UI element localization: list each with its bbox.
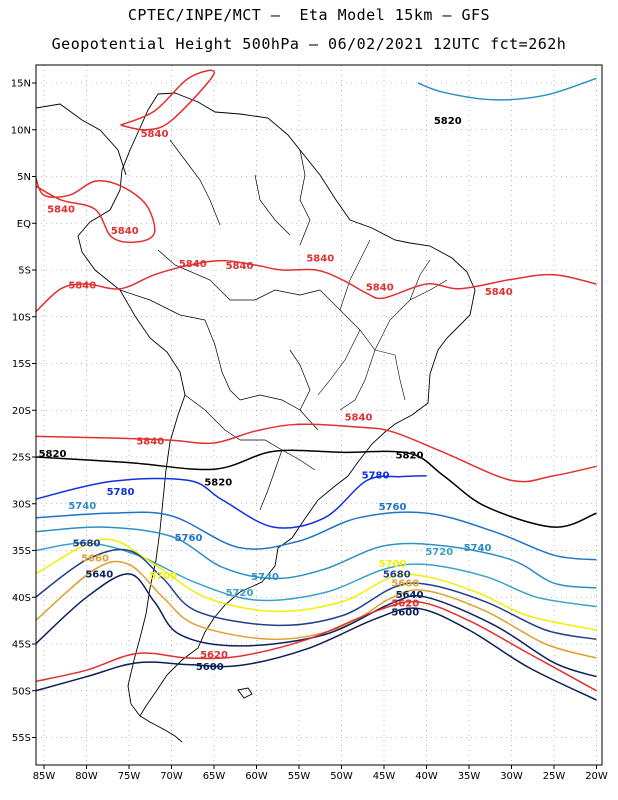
lat-tick-label: 5S xyxy=(18,266,31,277)
contour-label-5840: 5840 xyxy=(485,287,513,298)
contour-label-5620: 5620 xyxy=(200,650,228,661)
lon-tick-label: 20W xyxy=(585,771,608,782)
contour-label-5760: 5760 xyxy=(379,502,407,513)
lon-tick-label: 70W xyxy=(160,771,183,782)
contour-label-5600: 5600 xyxy=(196,662,224,673)
map-title-line2: Geopotential Height 500hPa – 06/02/2021 … xyxy=(51,35,567,53)
contour-label-5720: 5720 xyxy=(425,547,453,558)
contour-label-5720: 5720 xyxy=(226,588,254,599)
plot-frame xyxy=(35,64,603,766)
lat-tick-label: 40S xyxy=(12,593,31,604)
lat-tick-label: 45S xyxy=(12,640,31,651)
contour-label-5700: 5700 xyxy=(379,559,407,570)
lat-tick-label: 50S xyxy=(12,686,31,697)
contour-label-5840: 5840 xyxy=(47,205,75,216)
contour-label-5640: 5640 xyxy=(85,569,113,580)
contour-label-5740: 5740 xyxy=(68,501,96,512)
lat-tick-label: EQ xyxy=(17,219,31,230)
contour-label-5600: 5600 xyxy=(391,608,419,619)
contour-label-5820: 5820 xyxy=(396,451,424,462)
lon-tick-label: 60W xyxy=(245,771,268,782)
contour-label-5840: 5840 xyxy=(141,129,169,140)
contour-label-5780: 5780 xyxy=(362,470,390,481)
contour-label-5660: 5660 xyxy=(391,579,419,590)
lon-tick-label: 55W xyxy=(288,771,311,782)
map-title-line1: CPTEC/INPE/MCT – Eta Model 15km – GFS xyxy=(127,6,491,24)
lon-tick-label: 85W xyxy=(33,771,56,782)
contour-label-5840: 5840 xyxy=(226,261,254,272)
contour-line-5680 xyxy=(36,548,597,641)
contour-label-5840: 5840 xyxy=(136,437,164,448)
lon-tick-label: 40W xyxy=(415,771,438,782)
contour-label-5740: 5740 xyxy=(464,543,492,554)
contour-label-5840: 5840 xyxy=(68,280,96,291)
contour-line-5600 xyxy=(36,607,597,701)
contour-line-5760 xyxy=(36,511,597,561)
lon-tick-label: 80W xyxy=(75,771,98,782)
contour-line-5780 xyxy=(36,474,427,529)
contour-label-5820: 5820 xyxy=(204,478,232,489)
contour-label-5820: 5820 xyxy=(39,449,67,460)
contour-line-5620 xyxy=(36,600,597,692)
lat-tick-label: 15S xyxy=(12,359,31,370)
lat-tick-label: 5N xyxy=(17,172,31,183)
contour-label-5660: 5660 xyxy=(81,553,109,564)
lon-tick-label: 50W xyxy=(330,771,353,782)
contour-label-5740: 5740 xyxy=(251,572,279,583)
contour-line-5720 xyxy=(36,542,597,608)
contour-line-5840 xyxy=(36,259,597,313)
contour-label-5700: 5700 xyxy=(149,571,177,582)
lon-tick-label: 75W xyxy=(118,771,141,782)
contour-line-5700 xyxy=(36,538,597,631)
lat-tick-label: 30S xyxy=(12,499,31,510)
contour-label-5840: 5840 xyxy=(111,226,139,237)
lat-tick-label: 15N xyxy=(11,79,31,90)
lat-tick-label: 20S xyxy=(12,406,31,417)
contour-label-5840: 5840 xyxy=(179,259,207,270)
contour-label-5620: 5620 xyxy=(391,598,419,609)
contour-label-5680: 5680 xyxy=(73,539,101,550)
contour-line-5660 xyxy=(36,560,597,659)
contour-label-5840: 5840 xyxy=(306,253,334,264)
lon-tick-label: 45W xyxy=(373,771,396,782)
contour-line-5740 xyxy=(36,526,597,589)
brazil-state-borders xyxy=(317,239,448,411)
south-america-coastline xyxy=(77,92,476,717)
lon-tick-label: 25W xyxy=(543,771,566,782)
contour-label-5840: 5840 xyxy=(366,282,394,293)
contour-label-5820: 5820 xyxy=(434,116,462,127)
contour-line-5820 xyxy=(36,449,597,528)
falkland-islands xyxy=(237,687,253,699)
central-america-coastline xyxy=(36,103,127,176)
contour-label-5640: 5640 xyxy=(396,590,424,601)
country-borders xyxy=(119,139,321,511)
lat-tick-label: 10S xyxy=(12,312,31,323)
lat-tick-label: 35S xyxy=(12,546,31,557)
coastline-and-borders xyxy=(36,92,476,743)
height-contours xyxy=(36,69,597,701)
contour-line-5820 xyxy=(417,77,597,101)
contour-label-5760: 5760 xyxy=(175,533,203,544)
graticule xyxy=(36,65,602,765)
lat-tick-label: 55S xyxy=(12,733,31,744)
lon-tick-label: 65W xyxy=(203,771,226,782)
contour-line-5840 xyxy=(120,69,215,131)
contour-line-5840 xyxy=(36,423,597,483)
lat-tick-label: 25S xyxy=(12,453,31,464)
tierra-del-fuego xyxy=(139,715,183,743)
contour-labels: 5820 5820 5820 5820 5780 5780 5760 5760 5740 5740… xyxy=(39,116,513,673)
contour-label-5680: 5680 xyxy=(383,569,411,580)
contour-line-5840 xyxy=(36,176,156,244)
lat-tick-label: 10N xyxy=(11,125,31,136)
axis-ticks: 15N 10N 5N EQ 5S 10S 15S 20S 25S 30S 35S 40S 45S 50S 5… xyxy=(11,79,608,783)
contour-line-5640 xyxy=(36,573,597,678)
lon-tick-label: 35W xyxy=(458,771,481,782)
lon-tick-label: 30W xyxy=(500,771,523,782)
contour-label-5840: 5840 xyxy=(345,412,373,423)
contour-label-5780: 5780 xyxy=(107,487,135,498)
